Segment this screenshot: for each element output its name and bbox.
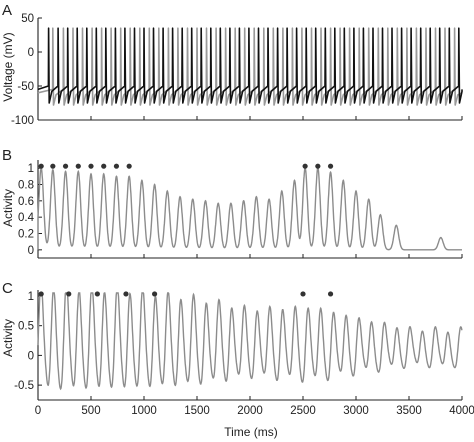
panel-c-marker [327,291,334,297]
panel-c-marker [123,291,129,297]
panel-c-ylabel: Activity [1,319,15,357]
panel-c-marker [38,291,44,297]
panel-b-marker [50,163,56,169]
panel-c-y-tick-label: 0.5 [18,321,34,333]
panel-b-y-tick-label: 1 [28,163,34,175]
panel-a-ylabel: Voltage (mV) [1,32,15,101]
panel-b-series [37,166,462,251]
panel-b-marker [101,163,107,169]
panel-c-marker [66,291,72,297]
x-tick-label: 0 [35,405,41,417]
panel-b-marker [38,163,44,169]
panel-c-marker [300,291,306,297]
x-tick-label: 3500 [396,405,422,417]
x-tick-label: 3000 [343,405,369,417]
x-tick-label: 2000 [237,405,263,417]
panel-b-y-tick-label: 0.4 [18,212,35,224]
panel-b-ylabel: Activity [1,189,15,227]
x-tick-label: 4000 [449,405,474,417]
panel-a-y-tick-label: 50 [21,13,34,25]
panel-a-voltage-plot: 50 0 -50 -100 [11,13,463,127]
panel-a-y-tick-label: -50 [17,81,34,93]
panel-b-marker [88,163,94,169]
panel-a-series-black [37,27,463,104]
panel-b-marker [75,163,81,169]
panel-b-y-tick-label: 0.6 [18,196,34,208]
panel-b-marker [327,163,334,169]
panel-c-y-tick-label: 0 [28,350,34,362]
panel-c-y-tick-label: 1 [28,291,34,303]
panel-c-marker [94,291,100,297]
x-axis-label: Time (ms) [224,425,278,439]
panel-b-y-tick-label: 0 [28,245,34,257]
panel-letter-b: B [2,147,12,164]
panel-b-marker [62,163,69,169]
x-tick-label: 500 [81,405,100,417]
panel-letter-a: A [2,2,12,19]
panel-c-series [37,291,463,391]
panel-b-y-tick-label: 0.8 [18,180,34,192]
panel-c-y-tick-label: -0.5 [14,380,34,392]
panel-b-marker [113,163,120,169]
panel-c-activity-plot: 1 0.5 0 -0.5 0 500 1000 1500 2000 2500 3000 3500 400… [14,290,474,417]
panel-a-y-tick-label: 0 [28,47,34,59]
panel-c-marker [152,291,158,297]
panel-b-marker [126,163,132,169]
x-tick-label: 1000 [131,405,157,417]
panel-letter-c: C [2,280,13,297]
panel-a-y-tick-label: -100 [11,115,34,127]
panel-b-activity-plot: 1 0.8 0.6 0.4 0.2 0 [18,160,463,259]
panel-b-marker [302,163,308,169]
x-tick-label: 2500 [290,405,316,417]
x-tick-label: 1500 [184,405,210,417]
panel-b-y-tick-label: 0.2 [18,229,34,241]
panel-b-marker [315,163,321,169]
